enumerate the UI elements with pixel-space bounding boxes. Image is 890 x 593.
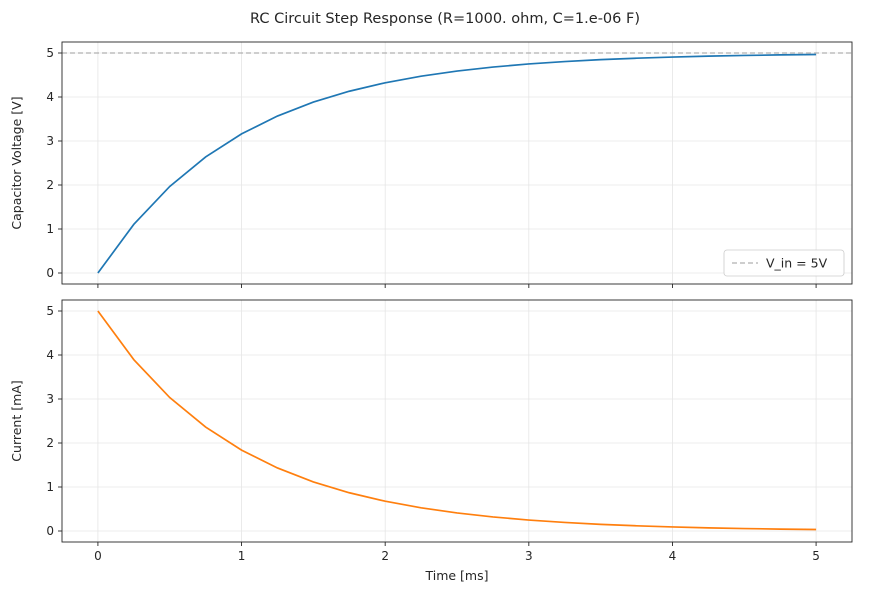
y-tick-label: 0 bbox=[46, 266, 54, 280]
x-tick-label: 5 bbox=[812, 549, 820, 563]
y-tick-label: 0 bbox=[46, 524, 54, 538]
y-tick-label: 2 bbox=[46, 436, 54, 450]
y-axis-label: Capacitor Voltage [V] bbox=[9, 96, 24, 229]
y-tick-label: 1 bbox=[46, 222, 54, 236]
y-tick-label: 4 bbox=[46, 90, 54, 104]
y-tick-label: 5 bbox=[46, 304, 54, 318]
x-tick-label: 0 bbox=[94, 549, 102, 563]
axes-frame bbox=[61, 299, 853, 543]
axes-frame bbox=[61, 41, 853, 285]
y-tick-label: 2 bbox=[46, 178, 54, 192]
legend-label: V_in = 5V bbox=[766, 256, 828, 271]
series-line-1 bbox=[97, 310, 817, 531]
y-tick-label: 4 bbox=[46, 348, 54, 362]
y-tick-label: 5 bbox=[46, 46, 54, 60]
voltage-panel: 0 1 2 3 4 5 Capacitor Voltage [V] V_in = 5V bbox=[9, 41, 853, 288]
legend-box bbox=[723, 249, 845, 277]
current-panel: 0 1 2 3 4 5 0 1 2 3 4 5 Current [mA] Time [ms] bbox=[9, 299, 853, 583]
x-tick-label: 3 bbox=[525, 549, 533, 563]
y-tick-label: 1 bbox=[46, 480, 54, 494]
series-line-0 bbox=[97, 53, 817, 274]
x-axis-label: Time [ms] bbox=[424, 568, 488, 583]
x-tick-label: 1 bbox=[238, 549, 246, 563]
x-tick-label: 2 bbox=[381, 549, 389, 563]
figure-title: RC Circuit Step Response (R=1000. ohm, C… bbox=[250, 11, 640, 27]
y-axis-label: Current [mA] bbox=[9, 380, 24, 461]
y-tick-label: 3 bbox=[46, 392, 54, 406]
y-tick-label: 3 bbox=[46, 134, 54, 148]
legend: V_in = 5V bbox=[723, 249, 845, 277]
x-tick-label: 4 bbox=[669, 549, 677, 563]
